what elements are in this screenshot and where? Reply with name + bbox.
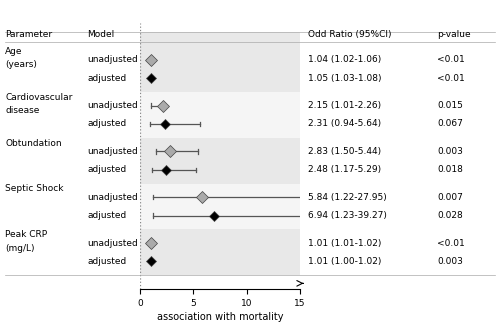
X-axis label: association with mortality: association with mortality <box>157 312 283 322</box>
Bar <box>140 138 300 184</box>
Text: 0.018: 0.018 <box>438 165 464 174</box>
Text: adjusted: adjusted <box>88 120 127 128</box>
Text: Odd Ratio (95%CI): Odd Ratio (95%CI) <box>308 30 391 39</box>
Text: 0.067: 0.067 <box>438 120 464 128</box>
Text: 0.003: 0.003 <box>438 147 464 156</box>
Text: 1.01 (1.01-1.02): 1.01 (1.01-1.02) <box>308 239 381 248</box>
Text: 0.003: 0.003 <box>438 257 464 266</box>
Text: unadjusted: unadjusted <box>88 101 138 110</box>
Text: adjusted: adjusted <box>88 165 127 174</box>
Text: 6.94 (1.23-39.27): 6.94 (1.23-39.27) <box>308 211 386 220</box>
Text: 1.01 (1.00-1.02): 1.01 (1.00-1.02) <box>308 257 381 266</box>
Text: disease: disease <box>5 106 40 115</box>
Text: Peak CRP: Peak CRP <box>5 230 47 239</box>
Text: unadjusted: unadjusted <box>88 239 138 248</box>
Text: (mg/L): (mg/L) <box>5 244 34 253</box>
Text: Age: Age <box>5 47 22 56</box>
Text: 0.007: 0.007 <box>438 193 464 202</box>
Bar <box>140 184 300 229</box>
Text: 2.15 (1.01-2.26): 2.15 (1.01-2.26) <box>308 101 380 110</box>
Text: Cardiovascular: Cardiovascular <box>5 93 72 102</box>
Text: <0.01: <0.01 <box>438 74 465 83</box>
Text: Obtundation: Obtundation <box>5 139 62 148</box>
Text: 2.48 (1.17-5.29): 2.48 (1.17-5.29) <box>308 165 380 174</box>
Text: unadjusted: unadjusted <box>88 193 138 202</box>
Text: adjusted: adjusted <box>88 74 127 83</box>
Text: <0.01: <0.01 <box>438 55 465 64</box>
Text: unadjusted: unadjusted <box>88 55 138 64</box>
Text: 2.31 (0.94-5.64): 2.31 (0.94-5.64) <box>308 120 380 128</box>
Text: 1.04 (1.02-1.06): 1.04 (1.02-1.06) <box>308 55 381 64</box>
Text: p-value: p-value <box>438 30 471 39</box>
Text: unadjusted: unadjusted <box>88 147 138 156</box>
Text: adjusted: adjusted <box>88 257 127 266</box>
Text: 1.05 (1.03-1.08): 1.05 (1.03-1.08) <box>308 74 381 83</box>
Text: 2.83 (1.50-5.44): 2.83 (1.50-5.44) <box>308 147 380 156</box>
Text: adjusted: adjusted <box>88 211 127 220</box>
Text: (years): (years) <box>5 60 37 69</box>
Bar <box>140 92 300 138</box>
Text: Septic Shock: Septic Shock <box>5 185 64 194</box>
Bar <box>140 33 300 92</box>
Text: 0.015: 0.015 <box>438 101 464 110</box>
Text: 5.84 (1.22-27.95): 5.84 (1.22-27.95) <box>308 193 386 202</box>
Bar <box>140 229 300 275</box>
Text: Model: Model <box>88 30 115 39</box>
Text: Parameter: Parameter <box>5 30 52 39</box>
Text: 0.028: 0.028 <box>438 211 463 220</box>
Text: <0.01: <0.01 <box>438 239 465 248</box>
